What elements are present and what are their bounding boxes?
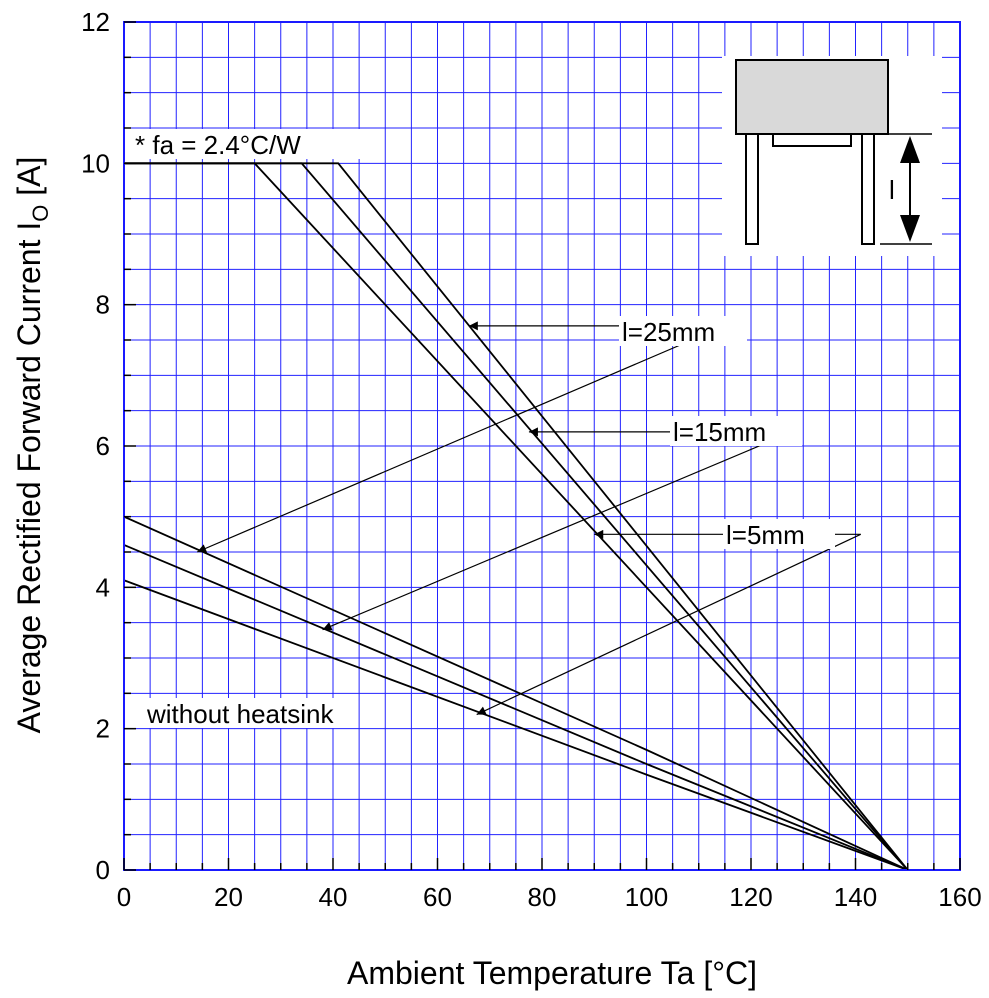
inset-dimension-label: l xyxy=(889,175,895,205)
l5-label: l=5mm xyxy=(726,520,805,550)
x-tick-labels: 0 20 40 60 80 100 120 140 160 xyxy=(117,882,982,912)
l15-label: l=15mm xyxy=(673,417,766,447)
leader-arrow xyxy=(476,533,861,716)
y-tick-label: 6 xyxy=(96,431,110,461)
y-tick-label: 12 xyxy=(81,7,110,37)
label-bg-l25 xyxy=(619,316,747,346)
y-tick-labels: 0 2 4 6 8 10 12 xyxy=(81,7,110,885)
package-inset: l xyxy=(722,56,942,256)
without-heatsink-label: without heatsink xyxy=(146,699,334,729)
dimension-arrow-up xyxy=(900,136,920,163)
package-tab xyxy=(772,133,852,147)
tick-marks xyxy=(123,21,961,871)
series-line-4 xyxy=(123,579,909,871)
series-line-5 xyxy=(123,544,909,871)
x-axis-title: Ambient Temperature Ta [°C] xyxy=(347,955,757,991)
x-tick-label: 40 xyxy=(319,882,348,912)
y-tick-label: 8 xyxy=(96,290,110,320)
y-tick-label: 10 xyxy=(81,148,110,178)
lead-left xyxy=(745,133,759,245)
series-line-3 xyxy=(124,162,909,871)
label-bg-l5 xyxy=(723,519,835,549)
series-line-6 xyxy=(123,515,909,871)
x-tick-label: 60 xyxy=(423,882,452,912)
l25-label: l=25mm xyxy=(622,317,715,347)
x-tick-label: 120 xyxy=(729,882,772,912)
x-tick-label: 20 xyxy=(214,882,243,912)
x-tick-label: 80 xyxy=(528,882,557,912)
x-tick-label: 160 xyxy=(938,882,981,912)
package-body xyxy=(735,59,889,135)
y-tick-label: 0 xyxy=(96,855,110,885)
label-bg-l15 xyxy=(670,416,802,446)
y-tick-label: 2 xyxy=(96,714,110,744)
leader-arrow xyxy=(196,325,726,553)
y-tick-label: 4 xyxy=(96,572,110,602)
x-tick-label: 100 xyxy=(625,882,668,912)
heatsink-label: * fa = 2.4°C/W xyxy=(135,130,301,160)
label-bg-heatsink xyxy=(132,129,368,159)
label-bg-without xyxy=(144,698,354,728)
dimension-arrow-down xyxy=(900,215,920,242)
x-tick-label: 140 xyxy=(834,882,877,912)
x-tick-label: 0 xyxy=(117,882,131,912)
lead-right xyxy=(861,133,875,245)
series-group xyxy=(123,162,909,871)
y-axis-title: Average Rectified Forward Current IO [A] xyxy=(11,157,53,734)
leader-arrow xyxy=(322,431,794,631)
